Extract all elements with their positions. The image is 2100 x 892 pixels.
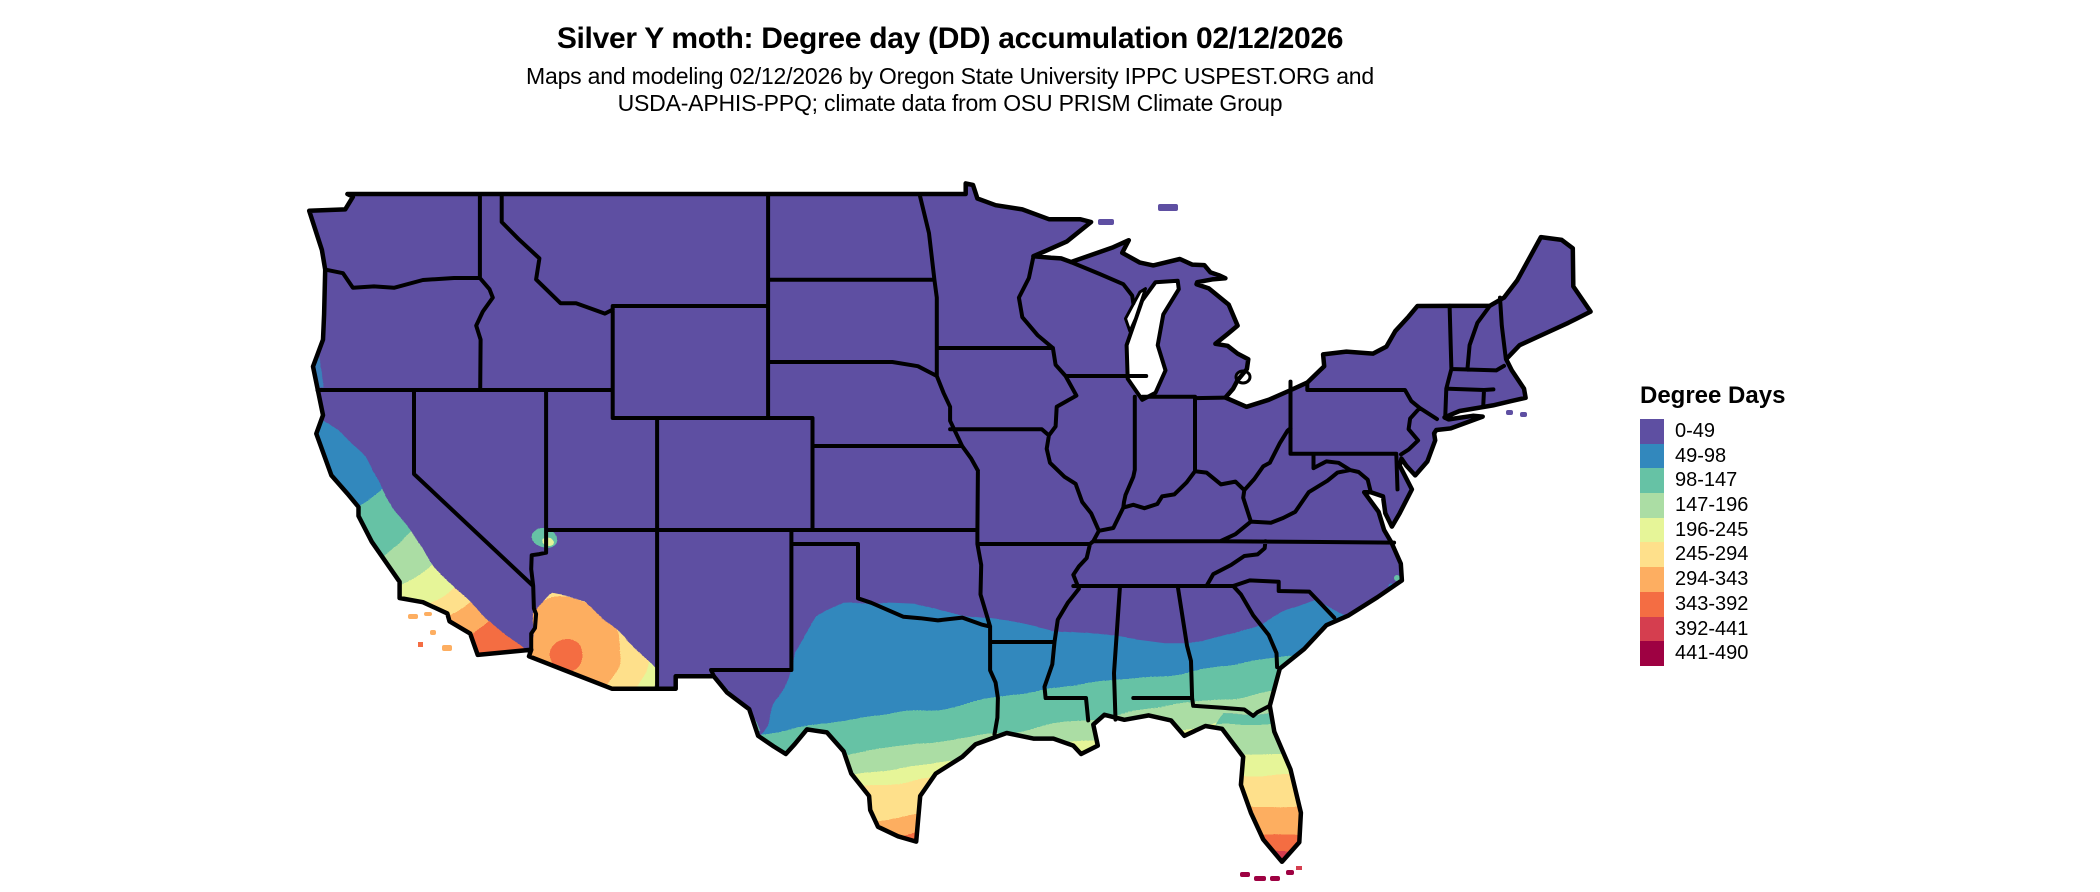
legend-bin-label: 196-245 (1675, 518, 1749, 541)
island-cool (1520, 412, 1527, 417)
legend-swatch (1640, 493, 1664, 518)
us-outline (306, 181, 1593, 865)
legend-row: 245-294 (1640, 542, 1785, 568)
land-raster (309, 183, 1591, 862)
legend-swatch (1640, 567, 1664, 592)
legend-bin-label: 245-294 (1675, 543, 1749, 566)
island-cool (1098, 219, 1114, 225)
legend-row: 147-196 (1640, 493, 1785, 518)
legend-row: 343-392 (1640, 591, 1785, 617)
legend-swatch (1640, 542, 1664, 568)
legend-row: 98-147 (1640, 468, 1785, 494)
legend-bin-label: 441-490 (1675, 642, 1749, 665)
subtitle-line-2: USDA-APHIS-PPQ; climate data from OSU PR… (617, 90, 1283, 116)
legend-swatch (1640, 468, 1664, 494)
florida-keys-dot (1254, 876, 1266, 881)
island-cool (1506, 410, 1513, 415)
legend-row: 0-49 (1640, 419, 1785, 444)
legend-swatch (1640, 591, 1664, 617)
green-bay (1124, 287, 1147, 333)
legend-swatch (1640, 443, 1664, 469)
legend-bin-label: 294-343 (1675, 568, 1749, 591)
legend-swatch (1640, 616, 1664, 642)
island-cool (1158, 204, 1178, 211)
page-title: Silver Y moth: Degree day (DD) accumulat… (556, 22, 1344, 55)
legend-title: Degree Days (1640, 382, 1786, 409)
hatteras-dot (1394, 575, 1400, 581)
legend-bin-label: 392-441 (1675, 617, 1749, 640)
legend-swatch (1640, 517, 1664, 543)
legend-swatch (1640, 641, 1664, 666)
legend-rows: 0-49 49-98 98-147 147-196 196-245 245-294 294-… (1640, 419, 1785, 666)
channel-island (424, 612, 432, 616)
base-cool-fill (309, 183, 1591, 862)
channel-island (408, 614, 418, 619)
great-lakes (1124, 278, 1252, 402)
channel-island (442, 645, 452, 651)
legend-bin-label: 147-196 (1675, 494, 1749, 517)
legend-row: 392-441 (1640, 616, 1785, 642)
islands (408, 204, 1527, 881)
florida-keys-dot (1270, 876, 1280, 881)
legend-row: 441-490 (1640, 641, 1785, 666)
subtitle-line-1: Maps and modeling 02/12/2026 by Oregon S… (526, 63, 1374, 89)
florida-keys-dot (1240, 872, 1250, 877)
legend-row: 294-343 (1640, 567, 1785, 592)
legend-swatch (1640, 419, 1664, 444)
florida-keys-dot (1296, 866, 1302, 870)
legend-bin-label: 98-147 (1675, 469, 1738, 492)
legend-bin-label: 49-98 (1675, 444, 1727, 467)
florida-keys-dot (1286, 870, 1294, 875)
channel-island (430, 630, 436, 635)
channel-island (418, 642, 423, 647)
california-gradient-region (309, 409, 529, 662)
header: Silver Y moth: Degree day (DD) accumulat… (0, 22, 1900, 117)
legend: Degree Days 0-49 49-98 98-147 147-196 196-24… (1640, 383, 1785, 666)
legend-bin-label: 343-392 (1675, 592, 1749, 615)
legend-bin-label: 0-49 (1675, 420, 1716, 442)
legend-row: 196-245 (1640, 517, 1785, 543)
subtitle: Maps and modeling 02/12/2026 by Oregon S… (0, 63, 1900, 117)
legend-row: 49-98 (1640, 443, 1785, 469)
state-borders (315, 192, 1508, 737)
